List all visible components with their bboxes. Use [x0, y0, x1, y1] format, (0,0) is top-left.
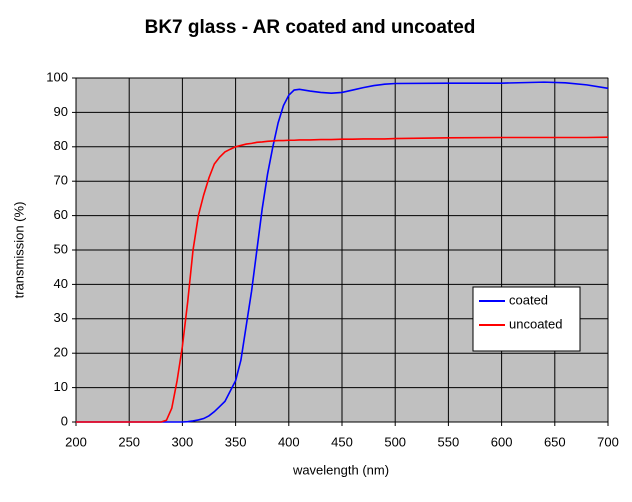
y-tick-label: 30: [54, 310, 68, 325]
x-tick-label: 700: [597, 434, 619, 449]
x-tick-label: 500: [384, 434, 406, 449]
legend: [472, 286, 581, 352]
x-tick-label: 550: [438, 434, 460, 449]
x-tick-label: 650: [544, 434, 566, 449]
y-tick-label: 100: [46, 69, 68, 84]
y-tick-label: 90: [54, 104, 68, 119]
x-tick-label: 350: [225, 434, 247, 449]
y-tick-label: 10: [54, 379, 68, 394]
legend-label: coated: [509, 292, 548, 307]
data-line: [76, 136, 609, 423]
x-tick-label: 450: [331, 434, 353, 449]
y-tick-label: 50: [54, 241, 68, 256]
x-tick-label: 300: [172, 434, 194, 449]
y-tick-label: 80: [54, 138, 68, 153]
legend-label: uncoated: [509, 316, 563, 331]
y-axis-label: transmission (%): [11, 202, 26, 299]
x-tick-label: 600: [491, 434, 513, 449]
x-tick-label: 200: [65, 434, 87, 449]
x-tick-label: 400: [278, 434, 300, 449]
y-tick-label: 70: [54, 173, 68, 188]
y-tick-label: 0: [61, 413, 68, 428]
x-axis-label: wavelength (nm): [292, 462, 389, 477]
x-tick-label: 250: [118, 434, 140, 449]
y-tick-label: 40: [54, 276, 68, 291]
data-line: [76, 81, 609, 423]
y-tick-label: 60: [54, 207, 68, 222]
y-tick-label: 20: [54, 345, 68, 360]
chart-title: BK7 glass - AR coated and uncoated: [145, 17, 476, 38]
